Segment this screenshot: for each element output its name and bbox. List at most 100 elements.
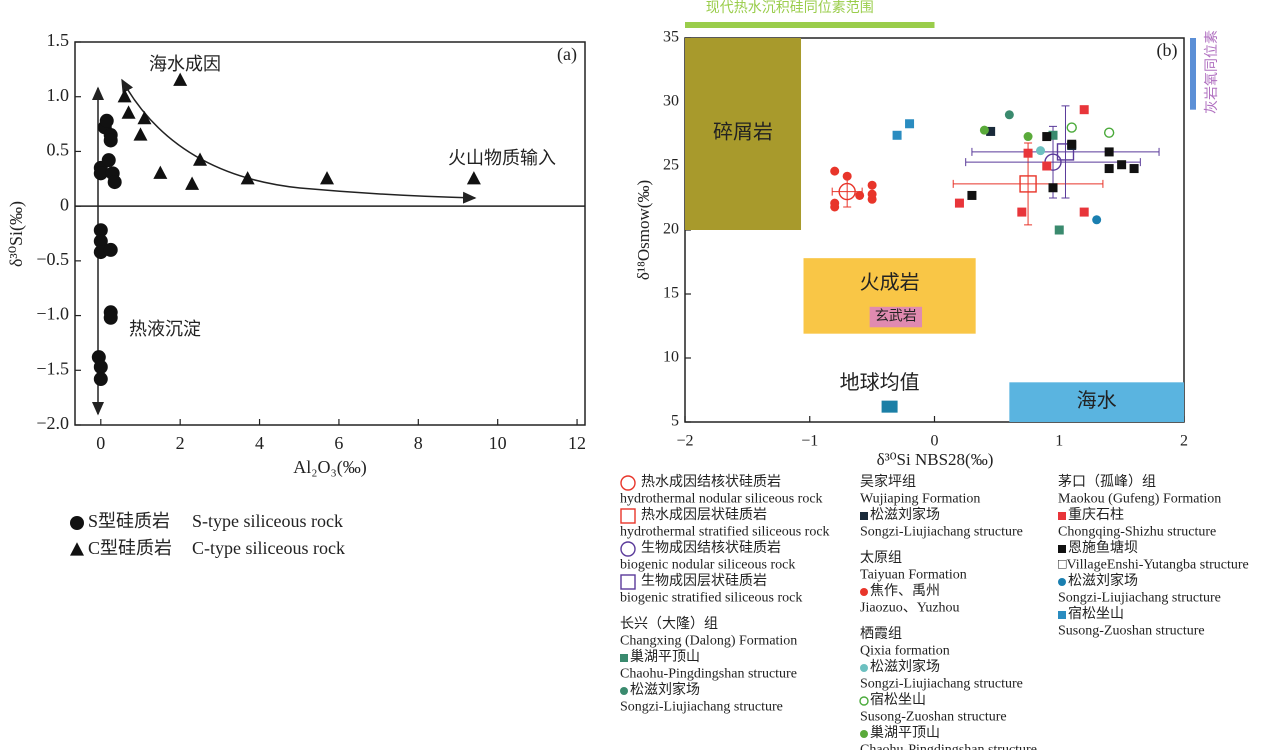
point [1079, 207, 1089, 217]
legend-label: 宿松坐山 [1068, 605, 1124, 622]
x-axis-title: δ³⁰Si NBS28(‰) [877, 450, 994, 469]
legend-label: hydrothermal nodular siliceous rock [620, 492, 823, 507]
y-tick-label: −2.0 [36, 413, 69, 433]
legend-label: 热水成因结核状硅质岩 [641, 474, 781, 490]
legend-symbol [1058, 512, 1066, 520]
range-bar [685, 22, 935, 28]
point [905, 119, 915, 129]
y-axis-title: δ¹⁸Osmow(‰) [634, 180, 653, 280]
region [869, 306, 923, 328]
legend-label: 巢湖平顶山 [870, 725, 940, 741]
legend-symbol [620, 654, 628, 662]
range-label: 灰岩氧同位素 [1204, 30, 1220, 114]
point [892, 130, 902, 140]
point [1042, 161, 1052, 171]
y-tick-label: −0.5 [36, 249, 69, 269]
legend-symbol [620, 541, 636, 557]
point [103, 242, 118, 257]
point [99, 113, 114, 128]
legend-label: Songzi-Liujiachang structure [1058, 591, 1221, 606]
region-label: 海水 [1077, 389, 1117, 412]
point [137, 110, 152, 125]
legend-label: 松滋刘家场 [630, 681, 700, 698]
point [103, 310, 118, 325]
point [121, 105, 136, 119]
x-tick-label: 10 [489, 433, 507, 453]
point [1054, 225, 1064, 235]
legend-symbol [1058, 611, 1066, 619]
legend-label: hydrothermal stratified siliceous rock [620, 525, 830, 540]
point [1104, 147, 1114, 157]
y-tick-label: 1.5 [47, 30, 70, 50]
y-tick-label: −1.0 [36, 304, 69, 324]
legend-group: 长兴（大隆）组 [620, 616, 718, 632]
point [173, 72, 188, 86]
x-tick-label: 0 [96, 433, 105, 453]
y-tick-label: 35 [663, 29, 679, 46]
legend-label: biogenic stratified siliceous rock [620, 591, 802, 606]
plot-frame [74, 41, 586, 426]
point [1048, 183, 1058, 193]
legend-label: 巢湖平顶山 [630, 649, 700, 665]
point [1104, 164, 1114, 174]
trend-arrow [121, 78, 477, 204]
point [986, 126, 996, 136]
legend-label: 生物成因结核状硅质岩 [641, 540, 781, 556]
legend-label: Jiaozuo、Yuzhou [860, 601, 960, 616]
legend-label: Chongqing-Shizhu structure [1058, 525, 1216, 540]
x-axis-title: Al₂O₃(‰) [293, 457, 367, 478]
y-tick-label: 5 [671, 413, 679, 430]
point [133, 127, 148, 141]
point [1067, 139, 1077, 149]
region-label: 玄武岩 [875, 307, 917, 324]
legend-group: Taiyuan Formation [860, 568, 967, 583]
x-tick-label: 1 [1055, 433, 1063, 450]
point [320, 171, 335, 185]
point [979, 125, 989, 135]
range-bar [1190, 38, 1196, 110]
legend-symbol [859, 696, 869, 706]
legend-label: S型硅质岩 [88, 511, 170, 531]
point [466, 171, 481, 185]
legend-symbol [70, 516, 84, 530]
legend-label: 热水成因层状硅质岩 [641, 507, 767, 523]
point [93, 166, 108, 181]
point [1103, 127, 1115, 138]
x-tick-label: 2 [176, 433, 185, 453]
reference-point [881, 400, 898, 413]
region [685, 38, 802, 230]
legend-symbol [860, 664, 868, 672]
legend-label: 生物成因层状硅质岩 [641, 573, 767, 589]
point [838, 182, 856, 201]
x-tick-label: 6 [334, 433, 343, 453]
point [93, 234, 108, 249]
reference-label: 地球均值 [840, 371, 920, 394]
legend-label: Chaohu-Pingdingshan structure [620, 667, 797, 682]
legend-symbol [70, 542, 84, 556]
x-tick-label: −1 [801, 433, 818, 450]
legend-symbol [620, 574, 636, 590]
point [1036, 146, 1046, 156]
legend-label: Songzi-Liujiachang structure [620, 700, 783, 715]
point [1048, 130, 1058, 140]
point [103, 133, 118, 148]
legend-symbol [620, 687, 628, 695]
legend-symbol [1058, 578, 1066, 586]
point [1117, 160, 1127, 170]
point [117, 89, 132, 103]
point [93, 223, 108, 238]
range-label: 现代热水沉积硅同位素范围 [706, 0, 874, 16]
point [967, 190, 977, 200]
legend-symbol [860, 512, 868, 520]
y-tick-label: 15 [663, 285, 679, 302]
x-tick-label: −2 [676, 433, 693, 450]
legend-label: Chaohu-Pingdingshan structure [860, 743, 1037, 750]
region [1009, 382, 1184, 422]
legend-symbol [620, 508, 636, 524]
region-label: 碎屑岩 [713, 121, 773, 144]
point [1004, 110, 1014, 120]
legend-label: biogenic nodular siliceous rock [620, 558, 795, 573]
point [93, 360, 108, 375]
legend-label: 焦作、禹州 [870, 583, 940, 599]
panel-label: (a) [557, 44, 577, 65]
